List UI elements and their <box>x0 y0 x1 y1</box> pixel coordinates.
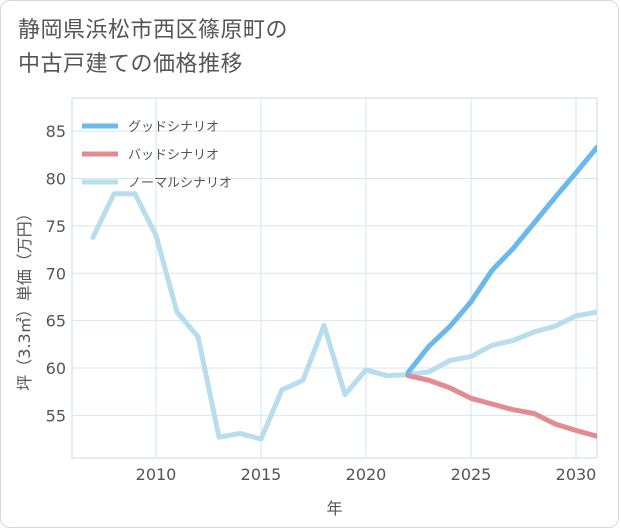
y-tick-label: 75 <box>46 217 66 236</box>
y-tick-label: 85 <box>46 122 66 141</box>
x-tick-label: 2010 <box>136 465 177 484</box>
y-tick-label: 55 <box>46 406 66 425</box>
y-axis-label: 坪（3.3㎡）単価（万円） <box>15 205 34 390</box>
x-tick-label: 2025 <box>451 465 492 484</box>
chart-title-line-2: 中古戸建ての価格推移 <box>18 52 244 77</box>
y-tick-label: 80 <box>46 170 66 189</box>
series-line-normal <box>90 191 597 442</box>
x-tick-label: 2030 <box>556 465 597 484</box>
y-tick-label: 60 <box>46 359 66 378</box>
legend-label-bad: バッドシナリオ <box>128 148 219 163</box>
y-tick-label: 65 <box>46 312 66 331</box>
grid <box>71 97 598 459</box>
chart-title: 静岡県浜松市西区篠原町の 中古戸建ての価格推移 <box>18 14 438 82</box>
y-tick-label: 70 <box>46 264 66 283</box>
series-line-good <box>405 144 597 376</box>
legend-label-good: グッドシナリオ <box>128 120 219 135</box>
chart-title-line-1: 静岡県浜松市西区篠原町の <box>18 18 289 43</box>
x-tick-label: 2020 <box>346 465 387 484</box>
x-tick-label: 2015 <box>241 465 282 484</box>
series-line-bad <box>405 373 597 439</box>
x-axis-label: 年 <box>326 499 342 518</box>
axes: 55 60 65 70 75 80 85 2010 2015 2020 2025 2030 <box>46 122 597 484</box>
plot-area <box>71 97 598 459</box>
legend-label-normal: ノーマルシナリオ <box>128 176 232 191</box>
series-lines <box>90 144 597 442</box>
